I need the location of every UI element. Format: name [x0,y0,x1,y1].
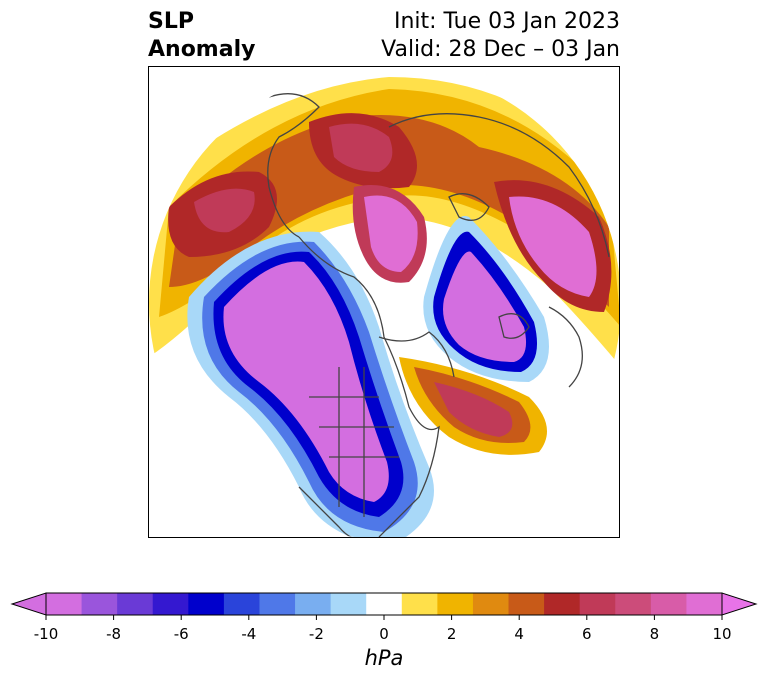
colorbar-swatch [366,593,403,615]
positive-anomaly-atlantic-core [434,382,513,437]
negative-anomaly-north-america-core [223,261,389,502]
colorbar-swatch [152,593,189,615]
colorbar-swatch [117,593,154,615]
colorbar-swatch [81,593,118,615]
colorbar-swatch [401,593,438,615]
init-date: Init: Tue 03 Jan 2023 [393,9,620,34]
positive-anomaly-siberia-core [329,123,393,172]
colorbar-swatch [437,593,474,615]
colorbar-tick-label: 6 [582,625,592,643]
map-title: SLP Anomaly [148,8,255,64]
colorbar-swatch [223,593,260,615]
colorbar-swatch [650,593,687,615]
positive-anomaly-arctic-core [364,195,418,272]
positive-anomaly-pacific-core [194,188,255,233]
colorbar-swatch [46,593,83,615]
colorbar-swatch [295,593,332,615]
colorbar-swatch [579,593,616,615]
colorbar-tick-label: -4 [241,625,257,643]
colorbar-tick-label: 8 [649,625,660,643]
colorbar-tick-label: -2 [308,625,324,643]
title-line-slp: SLP [148,9,194,34]
colorbar-swatch [472,593,510,615]
negative-anomaly-greenland-core [443,251,527,362]
colorbar-tick-label: 4 [514,625,524,643]
colorbar-swatch [686,593,723,615]
colorbar-tick-label: 10 [712,625,732,643]
colorbar-swatch [330,593,367,615]
colorbar [10,592,758,620]
positive-anomaly-europe-core [509,196,597,297]
coastlines [267,93,610,537]
colorbar-extend-max [721,592,758,616]
colorbar-swatch [508,593,545,615]
map-panel [148,66,620,538]
colorbar-swatch [615,593,652,615]
colorbar-swatch [188,593,225,615]
colorbar-tick-label: -10 [33,625,59,643]
colorbar-swatch [259,593,296,615]
colorbar-unit-label: hPa [364,646,404,670]
colorbar-tick-label: 0 [379,625,389,643]
positive-anomaly-north-belt-3 [169,115,609,307]
title-line-anomaly: Anomaly [148,37,256,62]
valid-range: Valid: 28 Dec – 03 Jan [381,37,620,62]
colorbar-tick-label: -6 [173,625,189,643]
colorbar-swatch [544,593,581,615]
map-subtitle: Init: Tue 03 Jan 2023 Valid: 28 Dec – 03… [381,8,620,64]
colorbar-extend-min [10,592,47,616]
anomaly-map [149,67,619,537]
colorbar-tick-label: -8 [106,625,122,643]
colorbar-tick-label: 2 [446,625,457,643]
